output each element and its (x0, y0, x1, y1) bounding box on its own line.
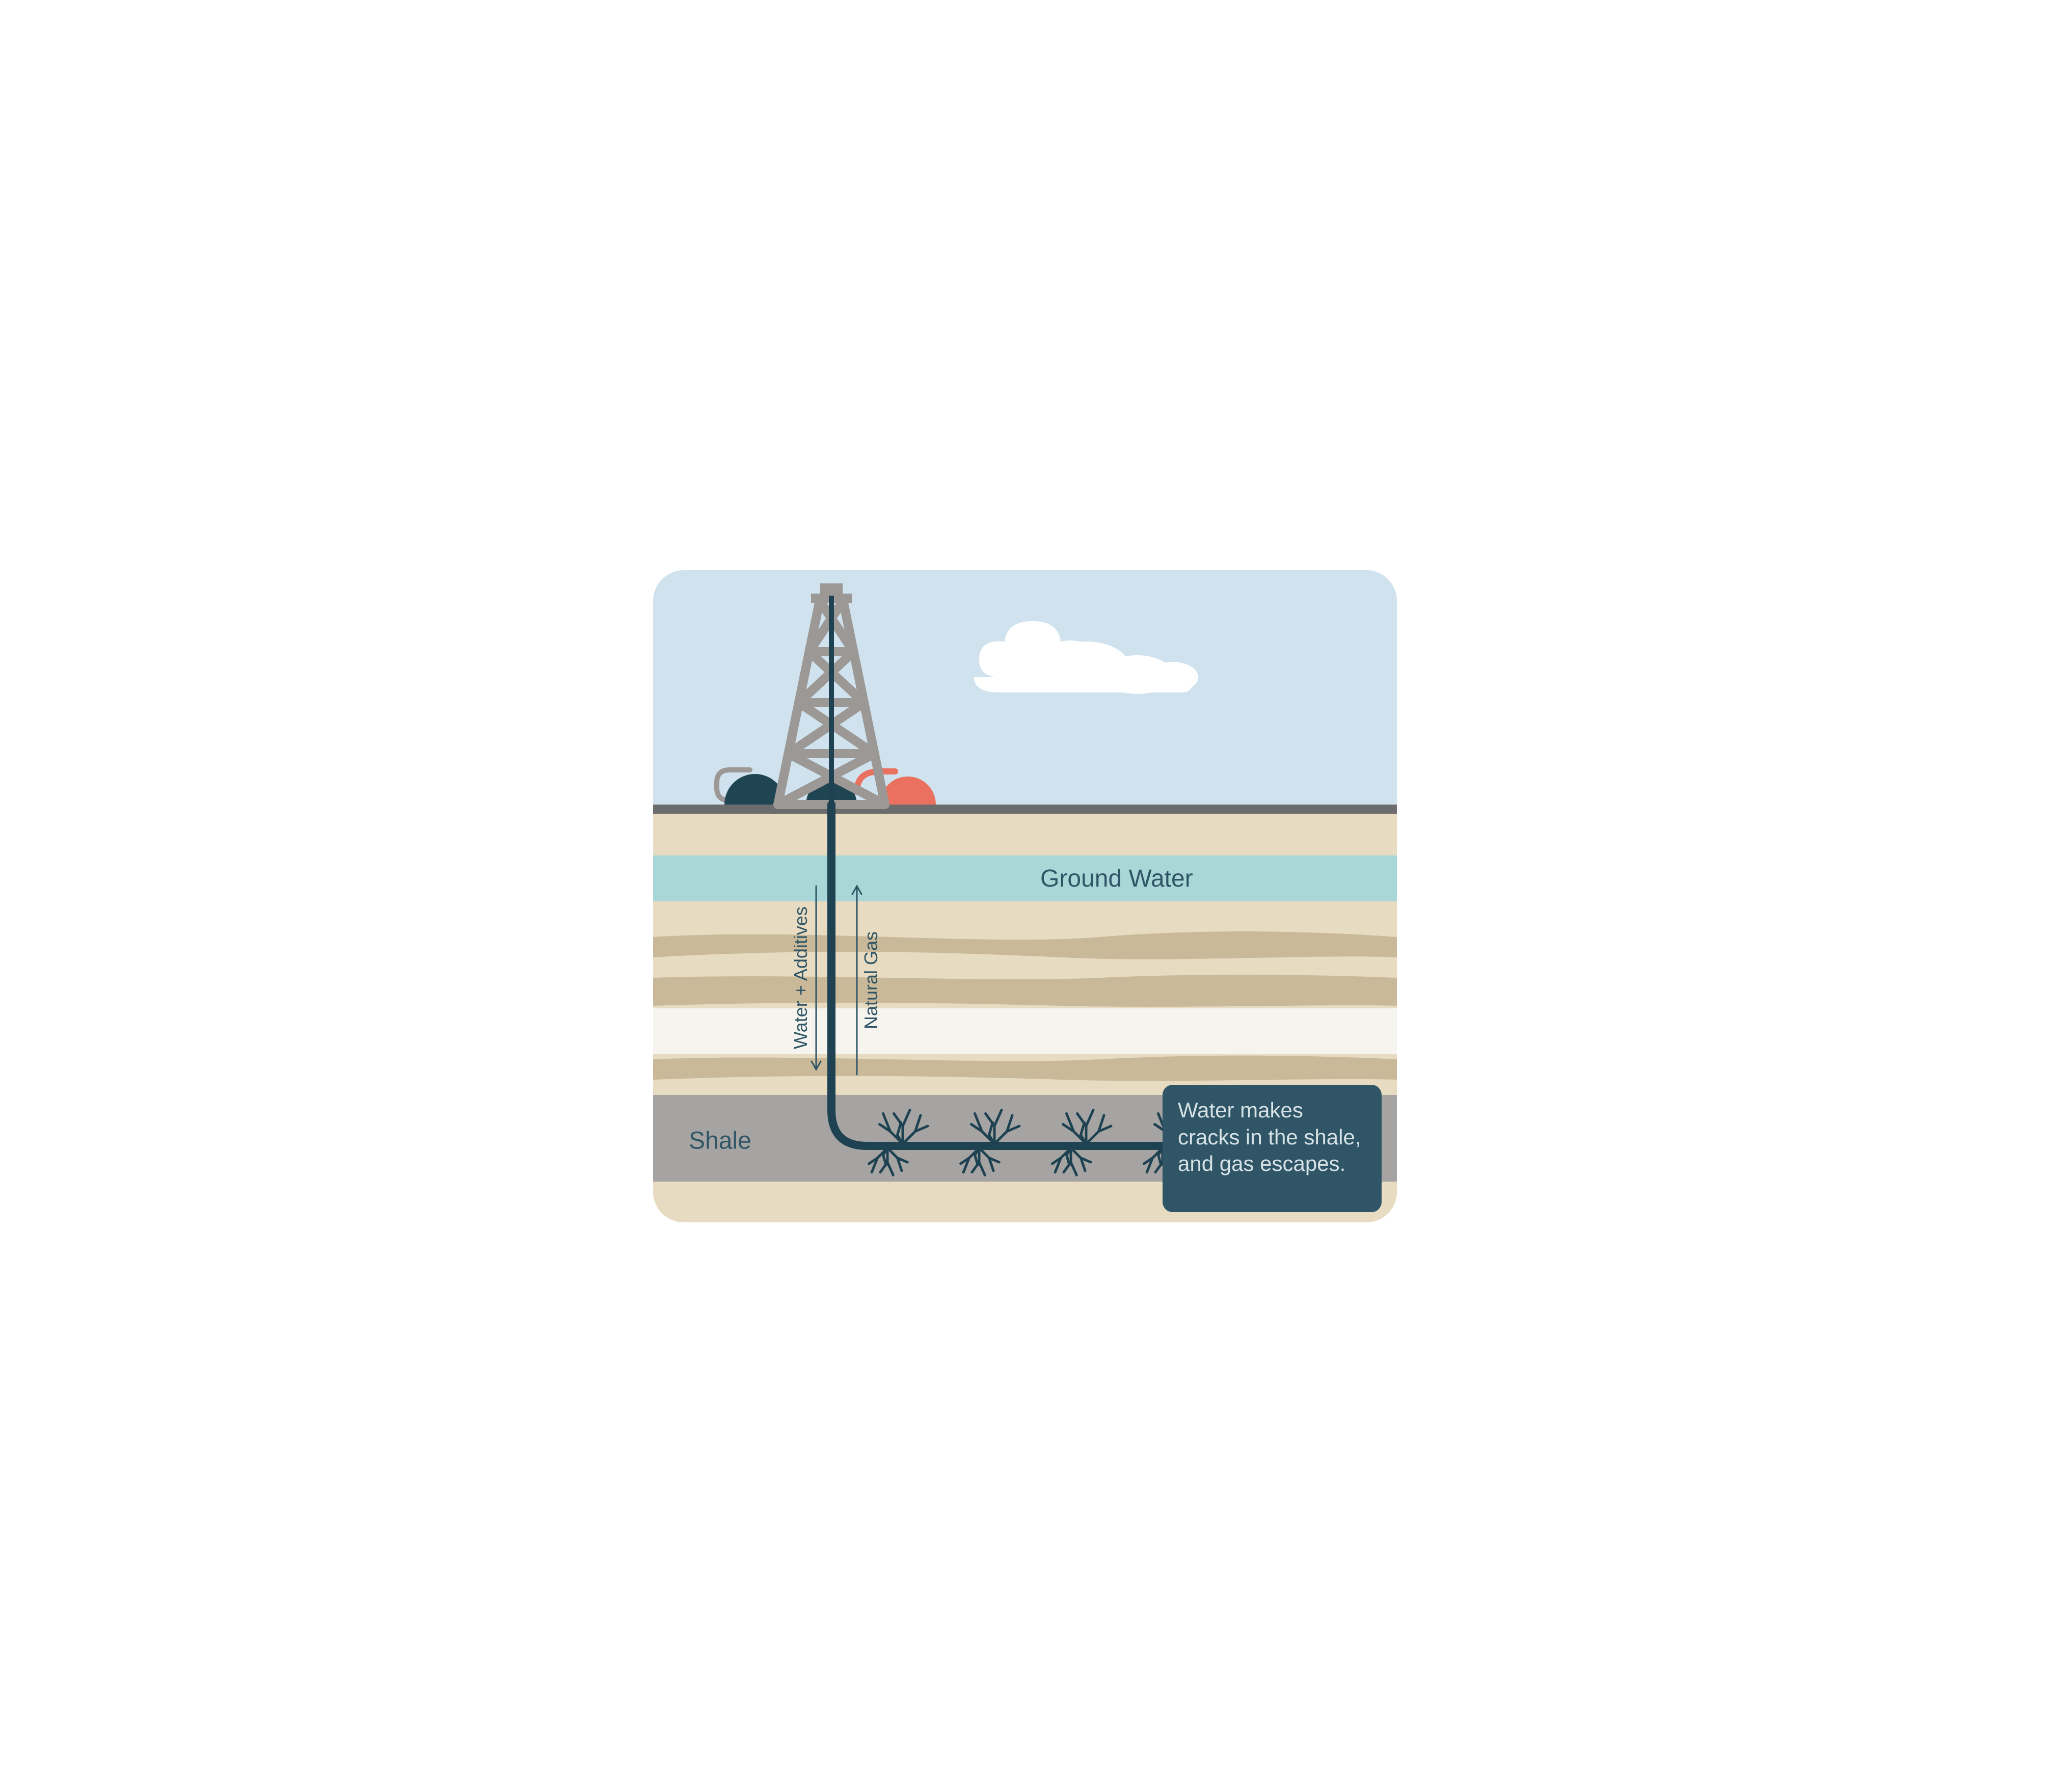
fracking-diagram: Water + Additives Natural Gas Ground Water… (653, 570, 1397, 1222)
explainer-callout: Water makes cracks in the shale, and gas… (1163, 1085, 1382, 1212)
strata-band (653, 974, 1397, 1006)
ground-line (653, 805, 1397, 814)
aquifer-layer (653, 855, 1397, 901)
label-natural-gas: Natural Gas (860, 931, 881, 1029)
label-ground-water: Ground Water (1040, 865, 1193, 892)
explainer-text: Water makes cracks in the shale, and gas… (1178, 1097, 1366, 1178)
label-shale: Shale (689, 1127, 751, 1154)
strata-band (653, 1008, 1397, 1054)
label-water-additives: Water + Additives (790, 906, 811, 1049)
